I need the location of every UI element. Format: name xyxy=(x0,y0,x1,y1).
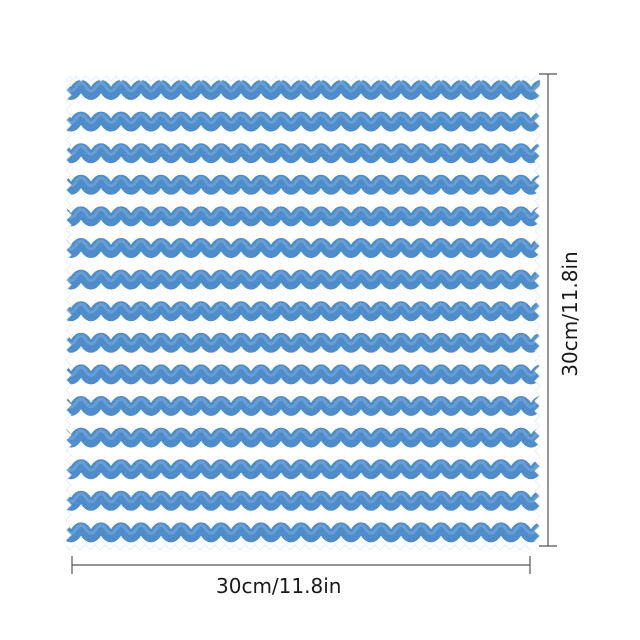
zigzag-stripes xyxy=(66,80,540,543)
height-label: 30cm/11.8in xyxy=(558,251,582,377)
stripe-highlight xyxy=(66,460,540,472)
stripe-highlight xyxy=(66,302,540,314)
stripe-highlight xyxy=(66,365,540,377)
stripe-highlight xyxy=(66,429,540,441)
stripe xyxy=(66,459,540,480)
stripe-highlight xyxy=(66,271,540,283)
stripe-highlight xyxy=(66,144,540,156)
stripe-highlight xyxy=(66,397,540,409)
stripe xyxy=(66,301,540,322)
stripe xyxy=(66,396,540,416)
stripe-highlight xyxy=(66,113,540,125)
stripe-highlight xyxy=(66,523,540,535)
stripe xyxy=(66,332,540,353)
stripe xyxy=(66,238,540,258)
width-dimension-line xyxy=(71,556,531,574)
stripe xyxy=(66,80,540,100)
stripe xyxy=(66,269,540,290)
stripe xyxy=(66,364,540,385)
stripe xyxy=(66,206,540,227)
stripe xyxy=(66,522,540,543)
stripe xyxy=(66,427,540,448)
stripe xyxy=(66,111,540,132)
stripe xyxy=(66,143,540,164)
stripe-highlight xyxy=(66,176,540,188)
width-label: 30cm/11.8in xyxy=(216,574,342,598)
stripe-highlight xyxy=(66,492,540,504)
dish-cloth-image xyxy=(66,76,540,550)
height-dimension-line xyxy=(539,73,557,547)
stripe xyxy=(66,490,540,511)
stripe-highlight xyxy=(66,81,540,93)
stripe-highlight xyxy=(66,207,540,219)
stripe-highlight xyxy=(66,334,540,346)
stripe-highlight xyxy=(66,239,540,251)
stripe xyxy=(66,174,540,195)
